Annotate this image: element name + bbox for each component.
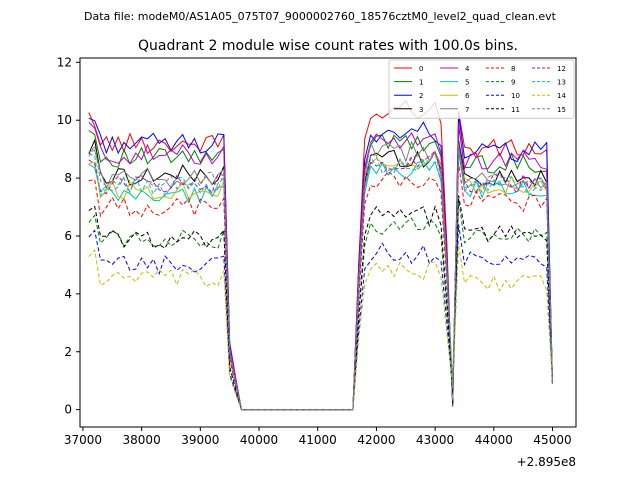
x-tick-label: 42000: [357, 433, 395, 447]
legend-label-11: 11: [511, 106, 520, 114]
x-tick-label: 43000: [416, 433, 454, 447]
legend-label-5: 5: [465, 79, 469, 87]
legend-label-13: 13: [557, 79, 566, 87]
y-axis: 0 2 4 6 8 10 12: [57, 55, 80, 417]
legend-label-10: 10: [511, 92, 520, 100]
legend-label-3: 3: [419, 106, 423, 114]
legend-label-7: 7: [465, 106, 469, 114]
y-tick-label: 8: [64, 171, 72, 185]
legend-label-2: 2: [419, 92, 423, 100]
legend-label-8: 8: [511, 65, 515, 73]
chart-title: Quadrant 2 module wise count rates with …: [138, 38, 518, 54]
series-line-15: [88, 144, 553, 411]
x-axis: 37000 38000 39000 40000 41000 42000 43000 44000…: [64, 427, 572, 447]
y-tick-label: 12: [57, 55, 72, 69]
legend-label-12: 12: [557, 65, 566, 73]
plot-area-frame: [79, 57, 577, 428]
legend-label-9: 9: [511, 79, 515, 87]
x-axis-offset-label: +2.895e8: [517, 455, 576, 469]
series-line-11: [88, 195, 553, 411]
x-tick-label: 44000: [475, 433, 513, 447]
x-tick-label: 41000: [299, 433, 337, 447]
y-tick-label: 4: [64, 287, 72, 301]
series-line-9: [88, 198, 553, 411]
chart-suptitle: Data file: modeM0/AS1A05_075T07_90000027…: [84, 10, 557, 23]
legend-label-15: 15: [557, 106, 566, 114]
x-tick-label: 45000: [533, 433, 571, 447]
legend-label-6: 6: [465, 92, 470, 100]
legend-box: [388, 59, 575, 119]
y-tick-label: 0: [64, 403, 72, 417]
x-tick-label: 38000: [123, 433, 161, 447]
legend-label-1: 1: [419, 79, 423, 87]
legend-label-0: 0: [419, 65, 423, 73]
y-tick-label: 10: [57, 113, 72, 127]
y-tick-label: 6: [64, 229, 72, 243]
x-tick-label: 40000: [240, 433, 278, 447]
x-tick-label: 37000: [64, 433, 102, 447]
y-tick-label: 2: [64, 345, 72, 359]
x-tick-label: 39000: [181, 433, 219, 447]
legend-label-4: 4: [465, 65, 470, 73]
legend-label-14: 14: [557, 92, 566, 100]
